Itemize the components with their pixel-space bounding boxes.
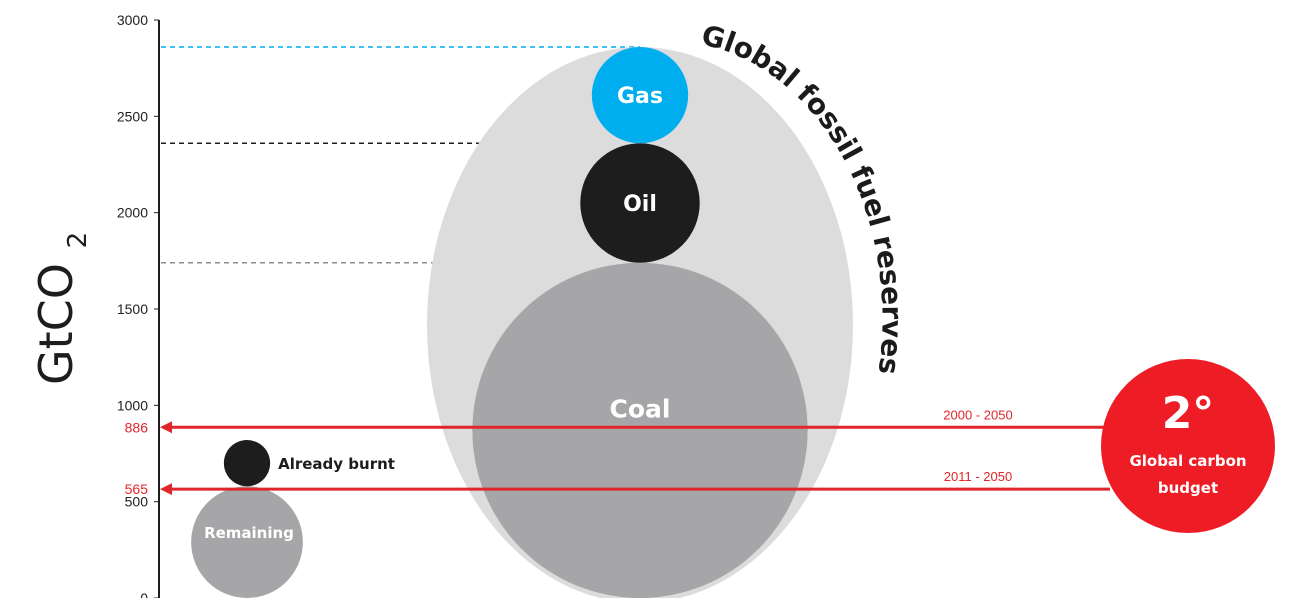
y-axis-ticks: 0 500 1000 1500 2000 2500 3000 886 565 (117, 12, 159, 598)
budget-line-label: 2011 - 2050 (944, 469, 1012, 484)
budget-bubble-already-burnt (223, 440, 271, 487)
reserve-bubble-label-coal: Coal (610, 394, 671, 423)
y-tick-label: 3000 (117, 12, 148, 28)
budget-line-arrowhead (160, 421, 172, 434)
budget-bubble-label: Remaining (204, 524, 294, 542)
reserve-bubble-label-oil: Oil (623, 192, 657, 217)
budget-line-arrowhead (160, 483, 172, 496)
budget-lines: 2000 - 2050 2011 - 2050 (160, 407, 1110, 496)
y-tick-label: 2500 (117, 108, 148, 124)
y-tick-label: 1500 (117, 301, 148, 317)
budget-bubble-label: Already burnt (278, 455, 395, 473)
y-axis-label-subscript: 2 (63, 232, 93, 249)
reserve-bubble-coal (472, 262, 808, 598)
budget-badge-subtitle-line2: budget (1158, 479, 1218, 497)
y-tick-label: 2000 (117, 205, 148, 221)
budget-badge-subtitle-line1: Global carbon (1129, 452, 1246, 470)
highlight-tick-label: 565 (125, 481, 149, 497)
reserve-bubble-oil (580, 143, 700, 263)
budget-badge-circle (1101, 359, 1275, 533)
budget-bubble-remaining (191, 486, 303, 598)
reserve-bubble-gas (591, 46, 689, 144)
budget-line-label: 2000 - 2050 (943, 407, 1012, 422)
y-tick-label: 1000 (117, 397, 148, 413)
budget-bubbles: Remaining Already burnt (191, 440, 395, 598)
y-tick-label: 0 (140, 590, 148, 598)
svg-text:GtCO 2: GtCO 2 (29, 232, 93, 385)
budget-badge-title: 2° (1162, 388, 1215, 439)
reserve-bubble-label-gas: Gas (617, 84, 663, 109)
reserve-bubbles: Coal Oil Gas (472, 46, 808, 598)
highlight-tick-label: 886 (125, 419, 149, 435)
budget-badge: 2° Global carbon budget (1101, 359, 1275, 533)
y-axis-label-main: GtCO (29, 263, 83, 385)
y-tick-label: 500 (125, 494, 149, 510)
y-axis-label: GtCO 2 (29, 232, 93, 385)
